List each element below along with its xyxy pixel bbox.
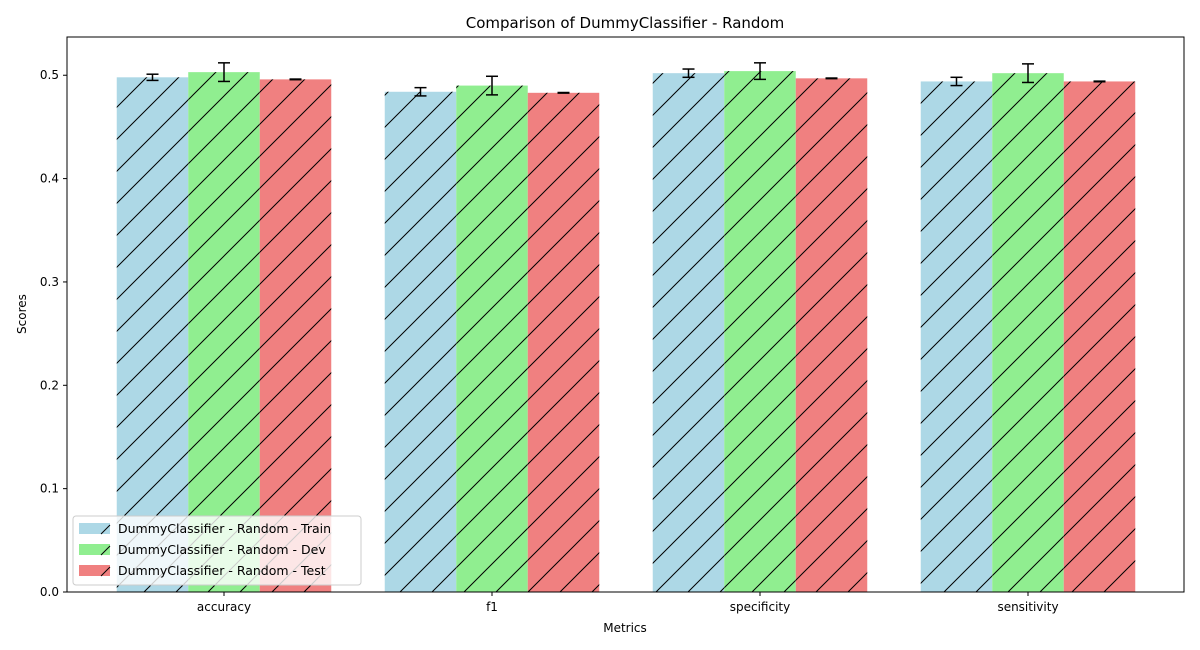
error-bar [754, 62, 766, 81]
y-tick-label: 0.3 [40, 275, 59, 289]
bar [992, 73, 1064, 592]
y-tick-label: 0.5 [40, 68, 59, 82]
legend-swatch [79, 565, 110, 576]
legend-label: DummyClassifier - Random - Train [118, 521, 331, 536]
y-tick-label: 0.1 [40, 482, 59, 496]
error-bar [557, 91, 570, 94]
x-tick-label: sensitivity [997, 600, 1058, 614]
error-bar [950, 76, 963, 87]
y-tick-label: 0.0 [40, 585, 59, 599]
legend: DummyClassifier - Random - Train DummyCla… [72, 515, 362, 586]
errorbars-layer [146, 62, 1106, 97]
x-axis: accuracy f1 specificity sensitivity [197, 592, 1059, 614]
bar [920, 81, 993, 592]
legend-swatch [79, 523, 110, 534]
error-bar [1022, 63, 1034, 84]
plot-frame [66, 36, 1185, 593]
y-tick-label: 0.4 [40, 172, 59, 186]
bar [456, 85, 528, 593]
error-bar [682, 68, 695, 79]
legend-item: DummyClassifier - Random - Test [79, 563, 326, 578]
x-tick-label: specificity [730, 600, 790, 614]
x-axis-label: Metrics [603, 621, 647, 635]
bar [795, 78, 868, 593]
x-tick-label: f1 [486, 600, 498, 614]
bar [724, 71, 796, 593]
error-bar [146, 73, 159, 82]
legend-label: DummyClassifier - Random - Test [118, 563, 326, 578]
legend-item: DummyClassifier - Random - Train [79, 521, 331, 536]
error-bar [218, 62, 230, 83]
y-axis-label: Scores [15, 294, 29, 334]
bar [259, 79, 332, 593]
bars-layer [116, 71, 1136, 593]
bar [116, 77, 189, 593]
bar [652, 73, 725, 592]
x-tick-label: accuracy [197, 600, 251, 614]
error-bar [825, 77, 838, 80]
error-bar [414, 86, 427, 97]
y-axis: 0.0 0.1 0.2 0.3 0.4 0.5 [40, 68, 67, 599]
legend-label: DummyClassifier - Random - Dev [118, 542, 326, 557]
legend-swatch [79, 544, 110, 555]
bar [384, 91, 457, 592]
y-tick-label: 0.2 [40, 378, 59, 392]
legend-box [72, 515, 362, 586]
bar [1063, 81, 1136, 592]
chart-title: Comparison of DummyClassifier - Random [466, 14, 785, 32]
bar [527, 92, 600, 592]
bar [188, 72, 260, 593]
error-bar [1093, 80, 1106, 83]
error-bar [289, 78, 302, 81]
legend-item: DummyClassifier - Random - Dev [79, 542, 326, 557]
error-bar [486, 75, 498, 96]
